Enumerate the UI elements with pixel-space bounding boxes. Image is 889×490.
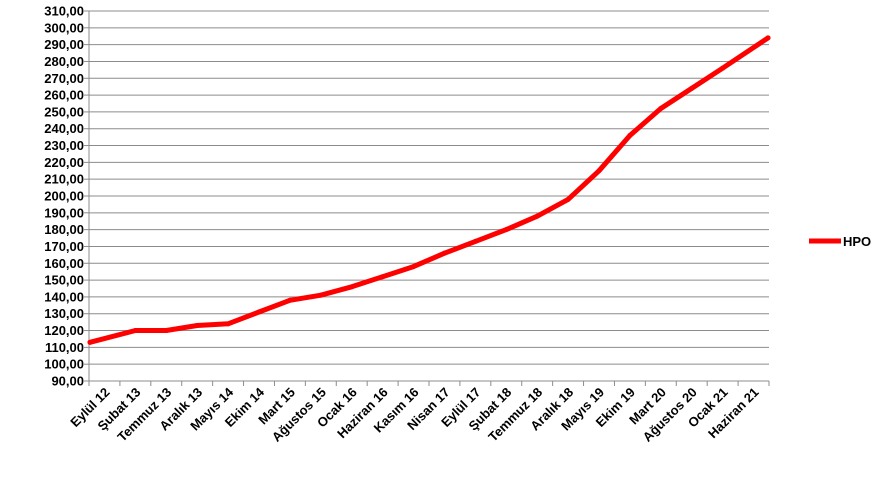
data-point [256,309,262,315]
data-point [472,238,478,244]
series-layer [87,35,771,345]
data-point [349,284,355,290]
y-tick-label: 290,00 [44,37,84,52]
y-tick-label: 120,00 [44,323,84,338]
y-tick-label: 210,00 [44,172,84,187]
y-tick-label: 90,00 [51,374,84,389]
y-tick-label: 170,00 [44,239,84,254]
data-point [87,339,93,345]
y-tick-label: 310,00 [44,4,84,19]
y-tick-label: 150,00 [44,273,84,288]
data-point [765,35,771,41]
y-tick-label: 250,00 [44,104,84,119]
y-tick-label: 300,00 [44,20,84,35]
axes [84,10,770,386]
gridlines [89,10,769,382]
y-tick-label: 130,00 [44,306,84,321]
series-line-hpo [87,35,771,345]
y-axis-tick-labels: 90,00 100,00 110,00 120,00 130,00 140,00150,0… [44,4,84,389]
y-tick-label: 140,00 [44,289,84,304]
data-point [411,264,417,270]
legend: HPO [809,234,871,249]
y-tick-label: 160,00 [44,256,84,271]
y-tick-label: 180,00 [44,222,84,237]
y-tick-label: 280,00 [44,54,84,69]
data-point [225,321,231,327]
data-point [441,250,447,256]
y-tick-label: 190,00 [44,205,84,220]
data-point [287,297,293,303]
y-tick-label: 230,00 [44,138,84,153]
y-tick-label: 260,00 [44,88,84,103]
data-point [163,328,169,334]
data-point [318,292,324,298]
data-point [565,196,571,202]
data-point [689,85,695,91]
data-point [658,106,664,112]
y-tick-label: 110,00 [45,340,84,355]
data-point [194,323,200,328]
data-point [720,65,726,71]
y-tick-label: 220,00 [44,155,84,170]
y-tick-label: 100,00 [44,357,84,372]
y-tick-label: 270,00 [44,71,84,86]
data-point [596,168,602,174]
y-tick-label: 200,00 [44,189,84,204]
legend-label-hpo: HPO [843,234,871,249]
data-point [627,132,633,138]
data-point [380,274,386,280]
data-point [132,328,138,334]
data-point [503,227,509,233]
data-point [534,213,540,219]
y-tick-label: 240,00 [44,121,84,136]
